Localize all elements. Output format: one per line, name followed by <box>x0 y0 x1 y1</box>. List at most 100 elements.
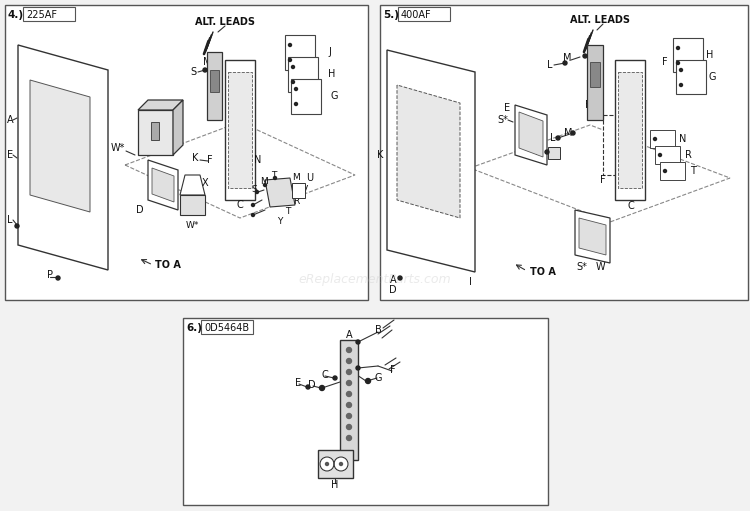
Text: H: H <box>332 480 339 490</box>
Text: G: G <box>330 91 338 101</box>
Circle shape <box>676 61 680 64</box>
Polygon shape <box>138 110 173 155</box>
Polygon shape <box>288 57 318 92</box>
Text: N: N <box>680 134 687 144</box>
Text: P: P <box>47 270 53 280</box>
Bar <box>318 450 353 478</box>
Polygon shape <box>519 112 543 157</box>
Text: C: C <box>322 370 328 380</box>
Circle shape <box>346 403 352 407</box>
Text: D: D <box>136 205 144 215</box>
Text: H: H <box>328 69 336 79</box>
Polygon shape <box>30 80 90 212</box>
Text: R: R <box>685 150 692 160</box>
Text: W*: W* <box>185 221 199 229</box>
Text: A: A <box>390 275 396 285</box>
Text: L: L <box>8 215 13 225</box>
Text: L: L <box>548 60 553 70</box>
Circle shape <box>664 170 667 173</box>
Text: ALT. LEADS: ALT. LEADS <box>195 17 255 27</box>
Circle shape <box>203 68 207 72</box>
Text: ALT. LEADS: ALT. LEADS <box>570 15 630 25</box>
Circle shape <box>653 137 656 141</box>
Circle shape <box>346 425 352 430</box>
Circle shape <box>346 347 352 353</box>
Text: U: U <box>307 173 314 183</box>
Text: T: T <box>272 171 277 179</box>
Text: 5.): 5.) <box>383 10 399 20</box>
Polygon shape <box>265 178 295 207</box>
Text: eReplacementParts.com: eReplacementParts.com <box>298 273 452 287</box>
Circle shape <box>563 61 567 65</box>
Circle shape <box>274 176 277 179</box>
Text: 225AF: 225AF <box>26 10 57 20</box>
Polygon shape <box>515 105 547 165</box>
Polygon shape <box>292 183 305 198</box>
Circle shape <box>365 379 370 383</box>
Text: T: T <box>690 166 696 176</box>
Text: G: G <box>708 72 716 82</box>
Polygon shape <box>603 115 630 175</box>
Polygon shape <box>207 52 222 120</box>
Circle shape <box>306 385 310 389</box>
Text: E: E <box>7 150 13 160</box>
Polygon shape <box>579 218 606 255</box>
Circle shape <box>680 83 682 86</box>
Circle shape <box>346 413 352 419</box>
Text: A: A <box>7 115 13 125</box>
Polygon shape <box>655 146 680 164</box>
Bar <box>548 147 560 159</box>
Circle shape <box>346 391 352 397</box>
Text: P: P <box>535 147 541 157</box>
Polygon shape <box>397 85 460 218</box>
Polygon shape <box>618 72 642 188</box>
Text: H: H <box>706 50 714 60</box>
Text: R: R <box>292 197 299 206</box>
Polygon shape <box>180 195 205 215</box>
Circle shape <box>256 191 259 194</box>
Polygon shape <box>228 72 252 188</box>
Text: L: L <box>550 133 556 143</box>
Circle shape <box>263 183 266 187</box>
Circle shape <box>15 224 19 228</box>
Circle shape <box>334 457 348 471</box>
Polygon shape <box>18 45 108 270</box>
Circle shape <box>346 369 352 375</box>
Circle shape <box>680 68 682 72</box>
Text: X: X <box>202 178 208 188</box>
Text: 4.): 4.) <box>8 10 24 20</box>
Text: K: K <box>192 153 198 163</box>
Circle shape <box>56 276 60 280</box>
Circle shape <box>398 276 402 280</box>
Circle shape <box>658 153 662 156</box>
Text: TO A: TO A <box>530 267 556 277</box>
Circle shape <box>676 47 680 50</box>
Polygon shape <box>615 60 645 200</box>
Text: N: N <box>254 155 262 165</box>
Text: B: B <box>375 325 381 335</box>
Text: E: E <box>295 378 301 388</box>
Bar <box>210 70 219 92</box>
Text: F: F <box>662 57 668 67</box>
Circle shape <box>346 435 352 440</box>
Text: S: S <box>190 67 196 77</box>
Circle shape <box>556 136 560 140</box>
Circle shape <box>571 131 575 135</box>
Polygon shape <box>291 79 321 114</box>
Text: K: K <box>376 150 383 160</box>
Text: G: G <box>374 373 382 383</box>
Text: I: I <box>469 277 472 287</box>
Polygon shape <box>138 100 183 110</box>
Polygon shape <box>180 175 205 195</box>
Polygon shape <box>387 50 475 272</box>
Text: J: J <box>328 47 332 57</box>
Circle shape <box>251 203 254 206</box>
Polygon shape <box>148 160 178 210</box>
Circle shape <box>295 103 298 105</box>
Text: M: M <box>202 57 211 67</box>
Text: C: C <box>237 200 243 210</box>
Circle shape <box>289 58 292 61</box>
Circle shape <box>320 385 325 390</box>
Bar <box>5 5 368 300</box>
Bar <box>151 122 159 140</box>
